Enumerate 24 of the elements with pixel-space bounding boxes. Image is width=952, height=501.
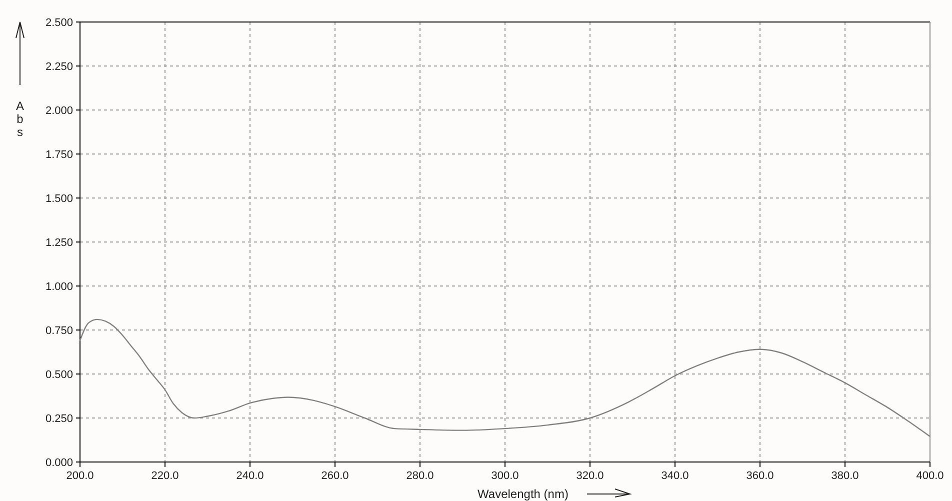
x-tick-label: 240.0 — [236, 470, 264, 482]
y-tick-label: 1.000 — [45, 281, 73, 293]
y-axis-title: Abs — [16, 99, 24, 139]
x-tick-label: 220.0 — [151, 470, 179, 482]
y-tick-label: 0.250 — [45, 413, 73, 425]
y-tick-label: 1.750 — [45, 149, 73, 161]
x-tick-label: 320.0 — [576, 470, 604, 482]
x-tick-label: 260.0 — [321, 470, 349, 482]
y-tick-label: 2.500 — [45, 17, 73, 29]
y-tick-label: 2.000 — [45, 105, 73, 117]
x-tick-label: 400.0 — [916, 470, 944, 482]
x-tick-label: 280.0 — [406, 470, 434, 482]
x-axis-title: Wavelength (nm) — [478, 487, 568, 501]
y-tick-label: 0.000 — [45, 457, 73, 469]
x-tick-label: 380.0 — [831, 470, 859, 482]
x-tick-label: 200.0 — [66, 470, 94, 482]
y-tick-label: 2.250 — [45, 61, 73, 73]
x-tick-label: 360.0 — [746, 470, 774, 482]
x-tick-label: 300.0 — [491, 470, 519, 482]
x-tick-label: 340.0 — [661, 470, 689, 482]
y-tick-label: 1.500 — [45, 193, 73, 205]
y-tick-label: 0.750 — [45, 325, 73, 337]
y-tick-label: 1.250 — [45, 237, 73, 249]
y-tick-label: 0.500 — [45, 369, 73, 381]
